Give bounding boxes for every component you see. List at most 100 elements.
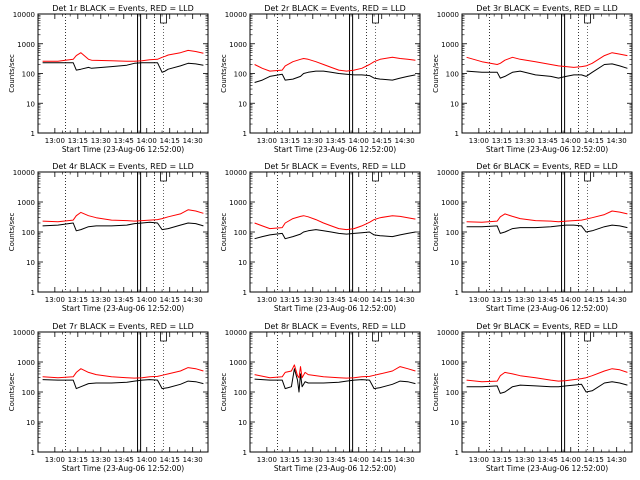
y-tick-label: 100 <box>234 229 247 237</box>
series-events-line <box>466 381 628 394</box>
y-tick-label: 1 <box>455 130 459 138</box>
x-tick-label: 13:45 <box>114 456 134 464</box>
x-tick-label: 13:30 <box>515 296 535 304</box>
x-tick-label: 14:00 <box>349 456 369 464</box>
x-tick-label: 13:45 <box>538 296 558 304</box>
x-tick-label: 13:15 <box>280 137 300 145</box>
y-axis-label: Counts/sec <box>220 213 228 252</box>
y-tick-label: 10 <box>26 419 35 427</box>
x-tick-label: 14:30 <box>607 456 627 464</box>
panel-title: Det 8r BLACK = Events, RED = LLD <box>264 322 406 331</box>
x-tick-label: 13:30 <box>91 137 111 145</box>
x-tick-label: 13:00 <box>45 456 65 464</box>
y-tick-label: 1 <box>31 289 35 297</box>
x-axis-label: Start Time (23-Aug-06 12:52:00) <box>274 304 396 313</box>
y-tick-label: 1 <box>243 289 247 297</box>
y-tick-label: 1000 <box>17 199 35 207</box>
series-events-line <box>42 379 204 390</box>
y-tick-label: 1000 <box>229 199 247 207</box>
x-tick-label: 14:30 <box>183 456 203 464</box>
x-tick-label: 14:30 <box>183 137 203 145</box>
x-tick-label: 13:15 <box>492 456 512 464</box>
y-tick-label: 10000 <box>437 11 459 19</box>
x-tick-label: 13:45 <box>326 456 346 464</box>
x-tick-label: 14:30 <box>395 456 415 464</box>
x-tick-label: 14:30 <box>395 296 415 304</box>
series-lld-line <box>466 52 628 68</box>
y-axis-label: Counts/sec <box>8 213 16 252</box>
x-tick-label: 13:00 <box>45 296 65 304</box>
series-events-line <box>254 229 416 240</box>
y-tick-label: 1 <box>455 449 459 457</box>
y-tick-label: 1000 <box>441 359 459 367</box>
series-lld-line <box>42 209 204 223</box>
y-tick-label: 10000 <box>225 11 247 19</box>
x-axis-label: Start Time (23-Aug-06 12:52:00) <box>274 145 396 154</box>
y-axis-label: Counts/sec <box>432 213 440 252</box>
panel-det-1: Det 1r BLACK = Events, RED = LLD 1 10 100 10… <box>8 4 209 154</box>
x-tick-label: 13:45 <box>538 456 558 464</box>
x-tick-label: 13:00 <box>257 456 277 464</box>
y-tick-label: 10000 <box>225 329 247 337</box>
y-tick-label: 100 <box>446 229 459 237</box>
y-tick-label: 100 <box>234 71 247 79</box>
y-tick-label: 100 <box>234 389 247 397</box>
series-events-line <box>466 63 628 79</box>
y-axis-label: Counts/sec <box>8 373 16 412</box>
series-lld-line <box>254 215 416 231</box>
panel-title: Det 5r BLACK = Events, RED = LLD <box>264 162 406 171</box>
x-axis-label: Start Time (23-Aug-06 12:52:00) <box>486 464 608 473</box>
series-events-line <box>42 221 204 232</box>
x-tick-label: 13:45 <box>538 137 558 145</box>
y-tick-label: 1000 <box>441 41 459 49</box>
x-tick-label: 13:30 <box>303 296 323 304</box>
panel-det-9: Det 9r BLACK = Events, RED = LLD 1 10 100 10… <box>432 322 633 473</box>
x-tick-label: 13:15 <box>68 296 88 304</box>
panel-det-2: Det 2r BLACK = Events, RED = LLD 1 10 100 10… <box>220 4 421 154</box>
x-tick-label: 14:15 <box>372 456 392 464</box>
panel-title: Det 6r BLACK = Events, RED = LLD <box>476 162 618 171</box>
x-tick-label: 13:00 <box>469 137 489 145</box>
x-tick-label: 13:00 <box>469 456 489 464</box>
series-events-line <box>466 224 628 234</box>
series-lld-line <box>42 49 204 62</box>
x-tick-label: 13:15 <box>492 296 512 304</box>
x-tick-label: 14:15 <box>372 296 392 304</box>
x-tick-label: 14:15 <box>584 137 604 145</box>
y-tick-label: 100 <box>22 389 35 397</box>
y-tick-label: 1 <box>31 130 35 138</box>
y-axis-label: Counts/sec <box>8 54 16 93</box>
panel-title: Det 3r BLACK = Events, RED = LLD <box>476 4 618 13</box>
y-tick-label: 10 <box>450 100 459 108</box>
x-tick-label: 13:15 <box>492 137 512 145</box>
y-tick-label: 10000 <box>13 11 35 19</box>
y-tick-label: 100 <box>446 71 459 79</box>
series-lld-line <box>466 368 628 383</box>
x-tick-label: 13:00 <box>257 137 277 145</box>
series-events-line <box>254 70 416 83</box>
y-tick-label: 1000 <box>441 199 459 207</box>
panel-title: Det 1r BLACK = Events, RED = LLD <box>52 4 194 13</box>
x-tick-label: 13:30 <box>91 456 111 464</box>
x-tick-label: 13:00 <box>45 137 65 145</box>
y-tick-label: 10000 <box>437 329 459 337</box>
y-tick-label: 1000 <box>229 359 247 367</box>
series-lld-line <box>254 56 416 72</box>
panel-det-8: Det 8r BLACK = Events, RED = LLD 1 10 100 10… <box>220 322 421 473</box>
x-tick-label: 14:15 <box>372 137 392 145</box>
x-tick-label: 14:00 <box>561 456 581 464</box>
x-tick-label: 13:15 <box>68 456 88 464</box>
x-tick-label: 13:30 <box>515 456 535 464</box>
y-tick-label: 10000 <box>437 169 459 177</box>
y-tick-label: 10 <box>26 100 35 108</box>
y-tick-label: 10 <box>450 419 459 427</box>
x-tick-label: 14:15 <box>160 137 180 145</box>
y-axis-label: Counts/sec <box>432 373 440 412</box>
y-tick-label: 100 <box>446 389 459 397</box>
series-events-line <box>254 368 416 393</box>
y-tick-label: 10 <box>450 259 459 267</box>
panel-det-4: Det 4r BLACK = Events, RED = LLD 1 10 100 10… <box>8 162 209 313</box>
y-tick-label: 10 <box>26 259 35 267</box>
y-tick-label: 1 <box>243 449 247 457</box>
y-tick-label: 100 <box>22 71 35 79</box>
